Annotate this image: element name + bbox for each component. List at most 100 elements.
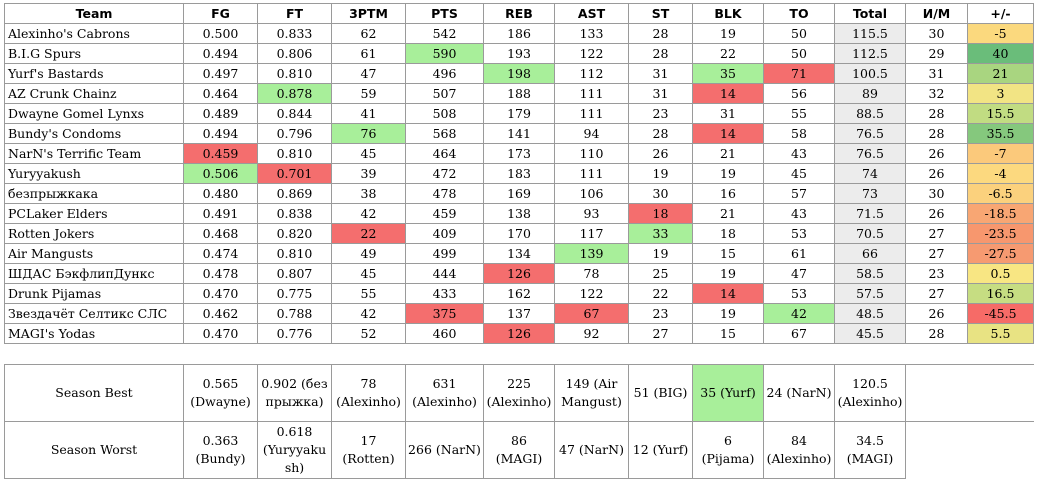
st-cell[interactable]: 33 [628, 223, 693, 244]
team-name[interactable]: NarN's Terrific Team [4, 143, 184, 164]
ast-cell[interactable]: 110 [554, 143, 629, 164]
3ptm-cell[interactable]: 41 [331, 103, 406, 124]
col-header-reb[interactable]: REB [483, 3, 555, 24]
ast-cell[interactable]: 122 [554, 43, 629, 64]
ast-cell[interactable]: 117 [554, 223, 629, 244]
to-cell[interactable]: 58 [763, 123, 835, 144]
games-cell[interactable]: 28 [905, 103, 968, 124]
fg-cell[interactable]: 0.470 [183, 323, 258, 344]
col-header-plus-minus[interactable]: +/- [967, 3, 1034, 24]
ast-cell[interactable]: 122 [554, 283, 629, 304]
st-cell[interactable]: 28 [628, 43, 693, 64]
to-cell[interactable]: 50 [763, 23, 835, 44]
ast-cell[interactable]: 111 [554, 83, 629, 104]
ast-cell[interactable]: 93 [554, 203, 629, 224]
plus-minus-cell[interactable]: 40 [967, 43, 1034, 64]
ft-cell[interactable]: 0.810 [257, 63, 332, 84]
reb-cell[interactable]: 198 [483, 63, 555, 84]
blk-cell[interactable]: 22 [692, 43, 764, 64]
pts-cell[interactable]: 460 [405, 323, 484, 344]
blk-cell[interactable]: 19 [692, 303, 764, 324]
fg-cell[interactable]: 0.480 [183, 183, 258, 204]
games-cell[interactable]: 26 [905, 163, 968, 184]
to-cell[interactable]: 43 [763, 203, 835, 224]
games-cell[interactable]: 32 [905, 83, 968, 104]
to-cell[interactable]: 57 [763, 183, 835, 204]
season-best-fg-cell[interactable]: 0.565 (Dwayne) [183, 364, 258, 422]
season-worst-to-cell[interactable]: 84 (Alexinho) [763, 421, 835, 479]
games-cell[interactable]: 23 [905, 263, 968, 284]
season-best-st-cell[interactable]: 51 (BIG) [628, 364, 693, 422]
pts-cell[interactable]: 433 [405, 283, 484, 304]
blk-cell[interactable]: 14 [692, 283, 764, 304]
to-cell[interactable]: 50 [763, 43, 835, 64]
3ptm-cell[interactable]: 42 [331, 303, 406, 324]
total-cell[interactable]: 115.5 [834, 23, 906, 44]
reb-cell[interactable]: 126 [483, 323, 555, 344]
reb-cell[interactable]: 137 [483, 303, 555, 324]
blk-cell[interactable]: 31 [692, 103, 764, 124]
team-name[interactable]: Bundy's Condoms [4, 123, 184, 144]
season-best-to-cell[interactable]: 24 (NarN) [763, 364, 835, 422]
col-header-to[interactable]: TO [763, 3, 835, 24]
team-name[interactable]: Rotten Jokers [4, 223, 184, 244]
ft-cell[interactable]: 0.833 [257, 23, 332, 44]
plus-minus-cell[interactable]: 21 [967, 63, 1034, 84]
blk-cell[interactable]: 16 [692, 183, 764, 204]
fg-cell[interactable]: 0.497 [183, 63, 258, 84]
st-cell[interactable]: 30 [628, 183, 693, 204]
pts-cell[interactable]: 464 [405, 143, 484, 164]
team-name[interactable]: PCLaker Elders [4, 203, 184, 224]
to-cell[interactable]: 53 [763, 283, 835, 304]
col-header-ast[interactable]: AST [554, 3, 629, 24]
plus-minus-cell[interactable]: 35.5 [967, 123, 1034, 144]
season-worst-ft-cell[interactable]: 0.618 (Yuryyaku sh) [257, 421, 332, 479]
total-cell[interactable]: 66 [834, 243, 906, 264]
plus-minus-cell[interactable]: -18.5 [967, 203, 1034, 224]
pts-cell[interactable]: 542 [405, 23, 484, 44]
st-cell[interactable]: 22 [628, 283, 693, 304]
blk-cell[interactable]: 15 [692, 323, 764, 344]
reb-cell[interactable]: 138 [483, 203, 555, 224]
to-cell[interactable]: 53 [763, 223, 835, 244]
season-best-ast-cell[interactable]: 149 (Air Mangust) [554, 364, 629, 422]
blk-cell[interactable]: 19 [692, 163, 764, 184]
season-best-ft-cell[interactable]: 0.902 (без прыжка) [257, 364, 332, 422]
3ptm-cell[interactable]: 55 [331, 283, 406, 304]
col-header-team[interactable]: Team [4, 3, 184, 24]
total-cell[interactable]: 76.5 [834, 123, 906, 144]
total-cell[interactable]: 74 [834, 163, 906, 184]
ast-cell[interactable]: 106 [554, 183, 629, 204]
to-cell[interactable]: 55 [763, 103, 835, 124]
season-best-pts-cell[interactable]: 631 (Alexinho) [405, 364, 484, 422]
ast-cell[interactable]: 112 [554, 63, 629, 84]
3ptm-cell[interactable]: 45 [331, 263, 406, 284]
season-best-total-cell[interactable]: 120.5 (Alexinho) [834, 364, 906, 422]
plus-minus-cell[interactable]: 0.5 [967, 263, 1034, 284]
fg-cell[interactable]: 0.494 [183, 43, 258, 64]
col-header-blk[interactable]: BLK [692, 3, 764, 24]
blk-cell[interactable]: 14 [692, 83, 764, 104]
blk-cell[interactable]: 35 [692, 63, 764, 84]
plus-minus-cell[interactable]: 16.5 [967, 283, 1034, 304]
games-cell[interactable]: 26 [905, 203, 968, 224]
col-header-fg[interactable]: FG [183, 3, 258, 24]
fg-cell[interactable]: 0.489 [183, 103, 258, 124]
season-worst-reb-cell[interactable]: 86 (MAGI) [483, 421, 555, 479]
reb-cell[interactable]: 173 [483, 143, 555, 164]
st-cell[interactable]: 23 [628, 303, 693, 324]
ft-cell[interactable]: 0.775 [257, 283, 332, 304]
team-name[interactable]: Alexinho's Cabrons [4, 23, 184, 44]
blk-cell[interactable]: 21 [692, 143, 764, 164]
plus-minus-cell[interactable]: -45.5 [967, 303, 1034, 324]
reb-cell[interactable]: 141 [483, 123, 555, 144]
total-cell[interactable]: 73 [834, 183, 906, 204]
to-cell[interactable]: 47 [763, 263, 835, 284]
games-cell[interactable]: 27 [905, 223, 968, 244]
plus-minus-cell[interactable]: -27.5 [967, 243, 1034, 264]
blk-cell[interactable]: 15 [692, 243, 764, 264]
st-cell[interactable]: 19 [628, 243, 693, 264]
fg-cell[interactable]: 0.474 [183, 243, 258, 264]
ast-cell[interactable]: 78 [554, 263, 629, 284]
ft-cell[interactable]: 0.810 [257, 243, 332, 264]
